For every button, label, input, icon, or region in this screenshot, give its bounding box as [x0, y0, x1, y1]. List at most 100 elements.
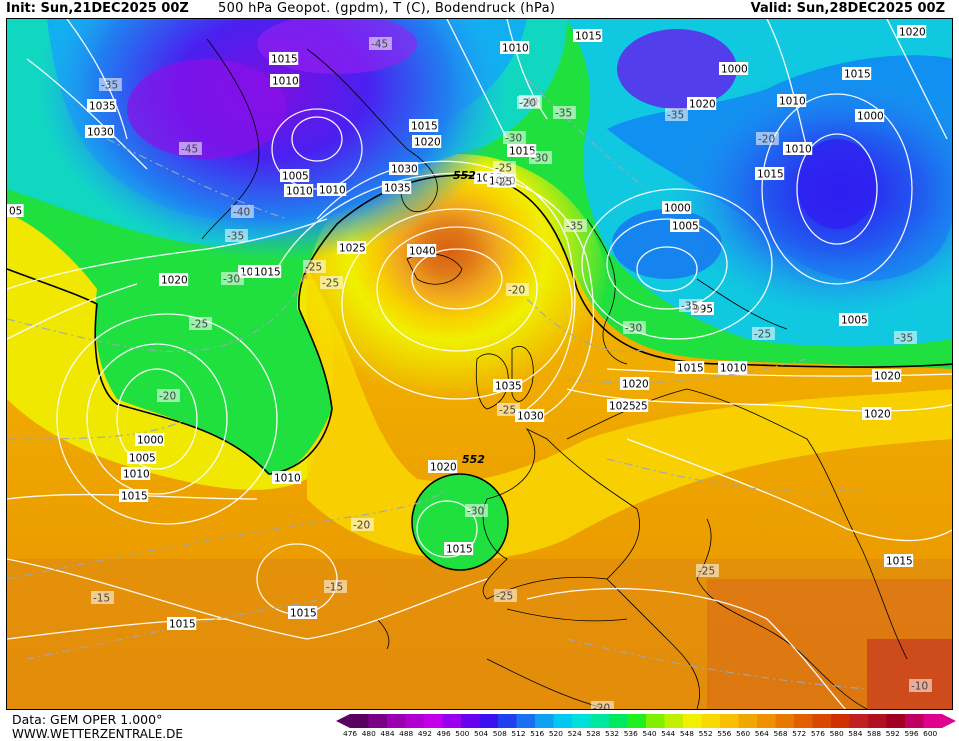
legend-value: 492: [417, 729, 432, 738]
legend-swatch: [923, 714, 943, 728]
pressure-label: 1015: [677, 363, 704, 375]
pressure-label: 1020: [414, 137, 441, 149]
geopotential-label: 552: [462, 453, 485, 466]
legend-swatch: [461, 714, 480, 728]
legend-swatch: [387, 714, 406, 728]
pressure-label: 1030: [517, 411, 544, 423]
temperature-label: -40: [233, 207, 250, 219]
pressure-label: 1000: [857, 111, 884, 123]
legend-swatch: [794, 714, 813, 728]
legend-swatch: [886, 714, 906, 728]
legend-swatch: [590, 714, 610, 728]
legend-swatch: [572, 714, 591, 728]
legend-swatch: [646, 714, 665, 728]
temperature-label: -30: [531, 153, 548, 165]
temperature-label: -25: [495, 163, 512, 175]
pressure-label: 1020: [430, 462, 457, 474]
legend-value: 504: [474, 729, 489, 738]
pressure-label: 1035: [495, 381, 522, 393]
temperature-label: -30: [505, 133, 522, 145]
pressure-label: 1020: [689, 99, 716, 111]
legend-value: 580: [829, 729, 844, 738]
pressure-label: 1025: [609, 401, 636, 413]
temperature-label: -35: [681, 301, 698, 313]
legend-swatch: [535, 714, 554, 728]
legend-swatch: [905, 714, 924, 728]
pressure-label: 1000: [664, 203, 691, 215]
pressure-label: 1010: [319, 185, 346, 197]
legend-swatch: [479, 714, 499, 728]
color-legend-labels: 476 480 484 488 492 496 500 504 508 512 516 520 524 5…: [343, 729, 953, 739]
temperature-label: -20: [519, 98, 536, 110]
legend-value: 584: [848, 729, 863, 738]
map-title: 500 hPa Geopot. (gpdm), T (C), Bodendruc…: [218, 1, 556, 16]
legend-value: 488: [399, 729, 414, 738]
pressure-label: 1020: [874, 371, 901, 383]
pressure-label: 1005: [129, 453, 156, 465]
pressure-label: 1035: [89, 101, 116, 113]
pressure-label: 1040: [409, 246, 436, 258]
pressure-label: 1015: [411, 121, 438, 133]
site-url: WWW.WETTERZENTRALE.DE: [12, 727, 183, 741]
temperature-label: -20: [593, 703, 610, 711]
pressure-label: 1015: [254, 267, 281, 279]
legend-swatch: [683, 714, 702, 728]
pressure-label: 1005: [282, 171, 309, 183]
legend-swatch: [627, 714, 647, 728]
temperature-label: -45: [181, 144, 198, 156]
temperature-label: -25: [499, 405, 516, 417]
legend-swatch: [424, 714, 443, 728]
temperature-label: -45: [371, 39, 388, 51]
temperature-label: -15: [93, 593, 110, 605]
pressure-label: 1025: [339, 243, 366, 255]
legend-value: 596: [904, 729, 919, 738]
pressure-label: 1010: [502, 43, 529, 55]
temperature-label: -20: [159, 391, 176, 403]
legend-swatch: [664, 714, 684, 728]
legend-arrow-left: [336, 714, 350, 728]
pressure-label: 1030: [391, 164, 418, 176]
legend-swatch: [831, 714, 850, 728]
temperature-label: -25: [191, 319, 208, 331]
temperature-label: -25: [322, 278, 339, 290]
legend-swatch: [368, 714, 388, 728]
temperature-label: -35: [101, 80, 118, 92]
temperature-label: -30: [223, 274, 240, 286]
pressure-label: 1000: [721, 64, 748, 76]
pressure-label: 1015: [757, 169, 784, 181]
temperature-label: -20: [758, 134, 775, 146]
legend-value: 600: [923, 729, 938, 738]
pressure-label: 1010: [720, 363, 747, 375]
temperature-labels: -45-35-45-40-35-30-25-25-25-20-20-25-35-…: [91, 37, 932, 711]
temperature-label: -15: [326, 582, 343, 594]
legend-swatch: [350, 714, 369, 728]
legend-value: 588: [867, 729, 882, 738]
pressure-label: 1015: [575, 31, 602, 43]
weather-map-svg: 1015 1010 1015 1010 1000 1035 1030 1015 1020 1010…: [7, 19, 952, 711]
temperature-label: -25: [495, 177, 512, 189]
pressure-label: 1015: [886, 556, 913, 568]
pressure-label: 1020: [622, 379, 649, 391]
pressure-label: 1020: [864, 409, 891, 421]
pressure-label: 1020: [161, 275, 188, 287]
legend-swatch: [738, 714, 758, 728]
legend-swatch: [442, 714, 462, 728]
legend-value: 560: [736, 729, 751, 738]
pressure-label: 1010: [274, 473, 301, 485]
pressure-label: 1020: [899, 27, 926, 39]
temperature-label: -30: [467, 506, 484, 518]
legend-value: 496: [436, 729, 451, 738]
temperature-label: -25: [496, 591, 513, 603]
pressure-label: 1015: [271, 54, 298, 66]
legend-swatch: [609, 714, 628, 728]
legend-value: 568: [773, 729, 788, 738]
legend-value: 508: [492, 729, 507, 738]
pressure-label: 1015: [169, 619, 196, 631]
legend-swatch: [405, 714, 425, 728]
legend-swatch: [757, 714, 776, 728]
geopotential-labels: 552 552: [453, 169, 485, 466]
init-time: Init: Sun,21DEC2025 00Z: [6, 1, 189, 16]
temperature-label: -25: [698, 566, 715, 578]
color-legend-bar: [336, 714, 956, 728]
legend-arrow-right: [942, 714, 956, 728]
